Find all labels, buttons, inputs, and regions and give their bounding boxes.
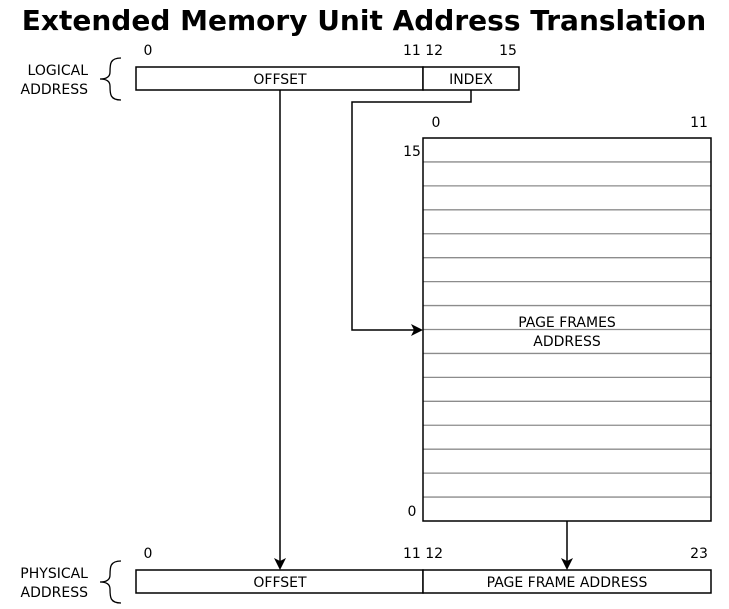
physical-bit-0: 0 <box>144 546 153 562</box>
physical-frame-label: PAGE FRAME ADDRESS <box>487 575 648 591</box>
physical-frame-field <box>422 569 712 594</box>
table-label-line1: PAGE FRAMES <box>518 315 616 331</box>
diagram-title: Extended Memory Unit Address Translation <box>22 4 706 37</box>
logical-brace-icon <box>99 57 122 101</box>
table-row-top: 15 <box>403 144 421 160</box>
logical-bit-11-12: 11 12 <box>403 43 443 59</box>
physical-bit-11-12: 11 12 <box>403 546 443 562</box>
physical-label-line2: ADDRESS <box>21 585 89 601</box>
table-label-line2: ADDRESS <box>533 334 601 350</box>
physical-label-line1: PHYSICAL <box>20 566 88 582</box>
physical-brace-icon <box>99 560 122 604</box>
physical-bit-23: 23 <box>690 546 708 562</box>
logical-label-line1: LOGICAL <box>28 63 89 79</box>
table-col-end: 11 <box>690 115 708 131</box>
logical-bit-15: 15 <box>499 43 517 59</box>
logical-label-line2: ADDRESS <box>21 82 89 98</box>
table-col-start: 0 <box>432 115 441 131</box>
logical-bit-0: 0 <box>144 43 153 59</box>
physical-offset-label: OFFSET <box>253 575 307 591</box>
logical-index-label: INDEX <box>449 72 493 88</box>
page-frames-table-rows <box>423 161 711 498</box>
index-to-table-arrow <box>351 90 472 336</box>
table-row-bottom: 0 <box>408 504 417 520</box>
logical-offset-label: OFFSET <box>253 72 307 88</box>
